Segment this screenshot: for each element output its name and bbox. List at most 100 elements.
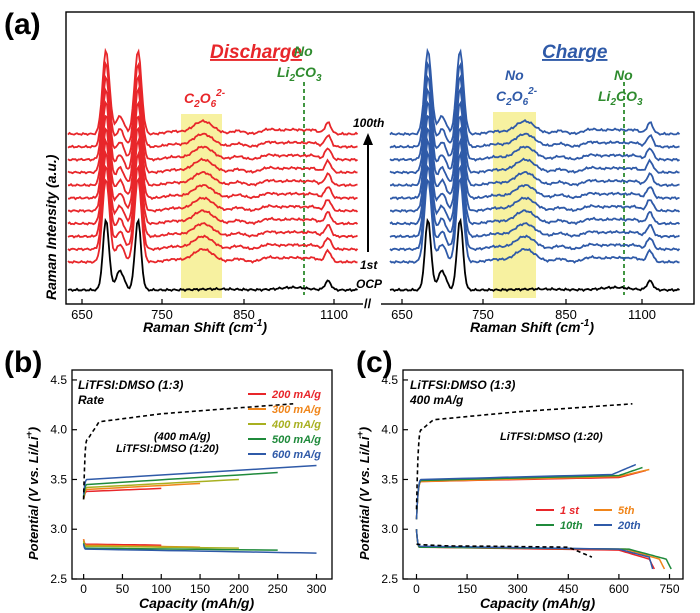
c2o6-label-right: C2O62- bbox=[496, 86, 538, 108]
charge-title: Charge bbox=[542, 42, 608, 63]
c-legend-label-0: 1 st bbox=[560, 505, 580, 517]
charge-spectrum-7 bbox=[389, 100, 680, 188]
panel-a-ticklabel-left-1: 750 bbox=[151, 307, 173, 322]
charge-spectrum-8 bbox=[389, 85, 680, 175]
panel-a-ticklabel-left-3: 1100 bbox=[320, 307, 348, 322]
b-xtick-label-2: 100 bbox=[151, 582, 171, 596]
charge-spectrum-3 bbox=[389, 149, 680, 239]
b-series-0-charge bbox=[82, 487, 162, 500]
no-li2co3-no-right: No bbox=[614, 67, 633, 83]
axis-break-mark: // bbox=[364, 296, 372, 311]
panel-b-frame bbox=[71, 369, 333, 580]
panel-b-title1: LiTFSI:DMSO (1:3) bbox=[78, 378, 183, 392]
discharge-spectrum-ocp bbox=[67, 217, 358, 293]
panel-c: 0 150 300 450 600 750 2.5 3.0 3.5 4.0 4.5 LiTFSI:D… bbox=[355, 369, 684, 611]
li2co3-label-right: Li2CO3 bbox=[598, 88, 643, 108]
b-legend-label-4: 600 mA/g bbox=[272, 449, 321, 461]
c-xtick-label-1: 150 bbox=[457, 582, 477, 596]
c-series-4-charge bbox=[415, 403, 633, 510]
b-series-0-discharge bbox=[82, 539, 162, 546]
c2o6-highlight-right bbox=[493, 112, 536, 298]
panel-c-ref-label: LiTFSI:DMSO (1:20) bbox=[500, 431, 603, 443]
charge-spectrum-9 bbox=[389, 74, 680, 162]
no-c2o6-label-no: No bbox=[505, 67, 524, 83]
panel-c-title1: LiTFSI:DMSO (1:3) bbox=[410, 378, 515, 392]
axis-break-gap bbox=[363, 296, 381, 308]
panel-a-ticks: 650 750 850 1100 650 750 850 1100 bbox=[71, 299, 656, 322]
panel-c-legend: 1 st 5th 10th 20th bbox=[536, 505, 641, 532]
c-series-3-discharge bbox=[415, 529, 654, 570]
b-ytick-label-0: 2.5 bbox=[50, 572, 67, 586]
discharge-spectrum-3 bbox=[67, 149, 358, 239]
discharge-spectrum-8 bbox=[67, 85, 358, 175]
discharge-spectra bbox=[67, 47, 359, 293]
label-100th: 100th bbox=[353, 116, 384, 130]
panel-a-ticklabel-left-0: 650 bbox=[71, 307, 93, 322]
label-1st: 1st bbox=[360, 258, 378, 272]
panel-b-xlabel: Capacity (mAh/g) bbox=[139, 595, 254, 611]
discharge-spectrum-2 bbox=[67, 164, 359, 252]
panel-c-ticks: 0 150 300 450 600 750 2.5 3.0 3.5 4.0 4.5 bbox=[381, 373, 680, 596]
c-ytick-label-3: 4.0 bbox=[381, 423, 398, 437]
b-ytick-label-1: 3.0 bbox=[50, 522, 67, 536]
panel-b-ref-label1: (400 mA/g) bbox=[154, 431, 211, 443]
c-xtick-label-5: 750 bbox=[659, 582, 679, 596]
scan-arrow-head bbox=[363, 133, 373, 145]
panel-a-ticklabel-left-2: 850 bbox=[233, 307, 255, 322]
charge-spectrum-6 bbox=[390, 114, 680, 201]
li2co3-label-left: Li2CO3 bbox=[277, 64, 322, 84]
b-xtick-label-4: 200 bbox=[229, 582, 249, 596]
discharge-spectrum-10 bbox=[67, 60, 358, 149]
panel-a-xlabel-left: Raman Shift (cm-1) bbox=[143, 318, 267, 335]
discharge-spectrum-6 bbox=[68, 114, 358, 201]
panel-c-xlabel: Capacity (mAh/g) bbox=[480, 595, 595, 611]
b-series-4-discharge bbox=[82, 544, 317, 554]
discharge-spectrum-11 bbox=[67, 47, 359, 136]
c-legend-label-2: 10th bbox=[560, 520, 583, 532]
b-legend-label-3: 500 mA/g bbox=[272, 434, 321, 446]
b-xtick-label-3: 150 bbox=[190, 582, 210, 596]
b-xtick-label-1: 50 bbox=[116, 582, 130, 596]
panel-b-ticks: 0 50 100 150 200 250 300 2.5 3.0 3.5 4.0 4.5 bbox=[50, 373, 326, 596]
c-ytick-label-0: 2.5 bbox=[381, 572, 398, 586]
panel-a: Discharge Charge C2O62- No C2O62- No Li2… bbox=[43, 11, 695, 335]
c2o6-label-left: C2O62- bbox=[184, 88, 226, 110]
panel-c-title2: 400 mA/g bbox=[409, 393, 464, 407]
panel-b-label: (b) bbox=[4, 346, 42, 379]
c-xtick-label-0: 0 bbox=[413, 582, 420, 596]
c-xtick-label-4: 600 bbox=[609, 582, 629, 596]
b-ytick-label-3: 4.0 bbox=[50, 423, 67, 437]
b-xtick-label-0: 0 bbox=[80, 582, 87, 596]
c-ytick-label-2: 3.5 bbox=[381, 472, 398, 486]
panel-a-ticklabel-right-1: 750 bbox=[472, 307, 494, 322]
charge-spectra bbox=[389, 47, 681, 293]
c-series-3-charge bbox=[415, 463, 637, 520]
charge-spectrum-ocp bbox=[389, 217, 680, 293]
charge-spectrum-10 bbox=[389, 60, 680, 149]
discharge-title: Discharge bbox=[210, 42, 302, 63]
charge-spectrum-5 bbox=[390, 126, 681, 213]
charge-spectrum-11 bbox=[389, 47, 681, 136]
c-legend-label-1: 5th bbox=[618, 505, 635, 517]
b-ytick-label-2: 3.5 bbox=[50, 472, 67, 486]
discharge-spectrum-5 bbox=[68, 126, 359, 213]
discharge-spectrum-1 bbox=[67, 176, 358, 265]
charge-spectrum-1 bbox=[389, 176, 680, 265]
panel-c-label: (c) bbox=[356, 346, 393, 379]
panel-a-label: (a) bbox=[4, 8, 41, 41]
panel-b-plot bbox=[82, 403, 317, 554]
charge-spectrum-2 bbox=[389, 164, 681, 252]
panel-b-legend: 200 mA/g 300 mA/g 400 mA/g 500 mA/g 600 mA/g bbox=[248, 389, 321, 461]
panel-b-ylabel: Potential (V vs. Li/Li+) bbox=[24, 427, 41, 560]
b-series-5-charge bbox=[82, 403, 294, 500]
panel-c-plot bbox=[415, 403, 672, 570]
panel-b-title2: Rate bbox=[78, 393, 104, 407]
c-xtick-label-3: 450 bbox=[558, 582, 578, 596]
c-legend-label-3: 20th bbox=[617, 520, 641, 532]
b-xtick-label-5: 250 bbox=[268, 582, 288, 596]
panel-a-ticklabel-right-0: 650 bbox=[391, 307, 413, 322]
discharge-spectrum-7 bbox=[67, 100, 358, 188]
panel-a-ticklabel-right-3: 1100 bbox=[628, 307, 656, 322]
no-li2co3-no-left: No bbox=[294, 43, 313, 59]
